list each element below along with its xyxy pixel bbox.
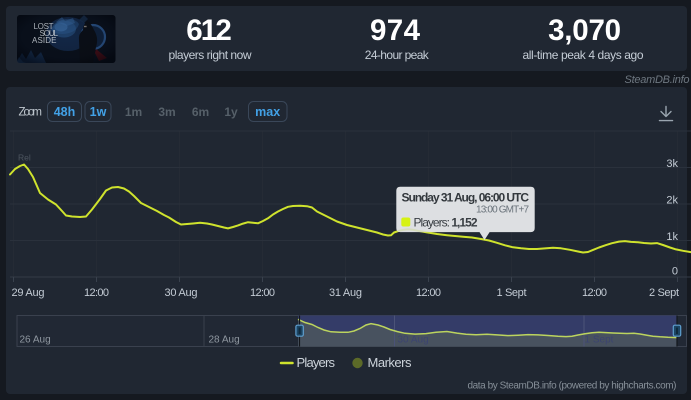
svg-text:1 Sept: 1 Sept (585, 335, 614, 346)
svg-text:Players: 1,152: Players: 1,152 (414, 216, 478, 230)
svg-text:974: 974 (370, 14, 421, 47)
svg-text:Sunday 31 Aug, 06:00 UTC: Sunday 31 Aug, 06:00 UTC (402, 191, 530, 205)
svg-text:612: 612 (186, 14, 232, 47)
svg-text:31 Aug: 31 Aug (329, 287, 362, 299)
svg-text:3k: 3k (666, 158, 678, 170)
svg-text:2k: 2k (666, 194, 678, 206)
svg-text:Rel: Rel (18, 153, 31, 163)
svg-text:3m: 3m (158, 105, 175, 119)
svg-text:12:00: 12:00 (84, 287, 109, 299)
svg-text:all-time peak 4 days ago: all-time peak 4 days ago (523, 48, 644, 62)
svg-text:13:00 GMT+7: 13:00 GMT+7 (476, 205, 529, 216)
svg-text:SteamDB.info: SteamDB.info (625, 74, 690, 86)
svg-text:1y: 1y (224, 105, 238, 119)
svg-text:0: 0 (672, 266, 678, 278)
svg-text:Zoom: Zoom (19, 107, 43, 119)
svg-text:max: max (255, 105, 280, 119)
svg-text:data by SteamDB.info (powered: data by SteamDB.info (powered by highcha… (468, 381, 677, 392)
svg-text:29 Aug: 29 Aug (12, 287, 45, 299)
svg-text:1w: 1w (90, 105, 107, 119)
svg-text:1k: 1k (666, 231, 678, 243)
svg-text:12:00: 12:00 (250, 287, 275, 299)
svg-text:30 Aug: 30 Aug (398, 335, 429, 346)
svg-text:28 Aug: 28 Aug (209, 335, 240, 346)
svg-text:30 Aug: 30 Aug (165, 287, 198, 299)
svg-text:2 Sept: 2 Sept (649, 287, 679, 299)
svg-text:12:00: 12:00 (416, 287, 441, 299)
svg-text:Players: Players (297, 355, 336, 370)
svg-text:12:00: 12:00 (582, 287, 607, 299)
svg-text:players right now: players right now (169, 48, 252, 62)
svg-text:1 Sept: 1 Sept (497, 287, 527, 299)
svg-text:24-hour peak: 24-hour peak (365, 48, 430, 62)
svg-text:1m: 1m (125, 105, 142, 119)
svg-text:48h: 48h (54, 105, 76, 119)
svg-text:Markers: Markers (368, 355, 413, 370)
svg-text:3,070: 3,070 (548, 14, 621, 47)
svg-text:26 Aug: 26 Aug (20, 335, 51, 346)
svg-text:6m: 6m (192, 105, 209, 119)
